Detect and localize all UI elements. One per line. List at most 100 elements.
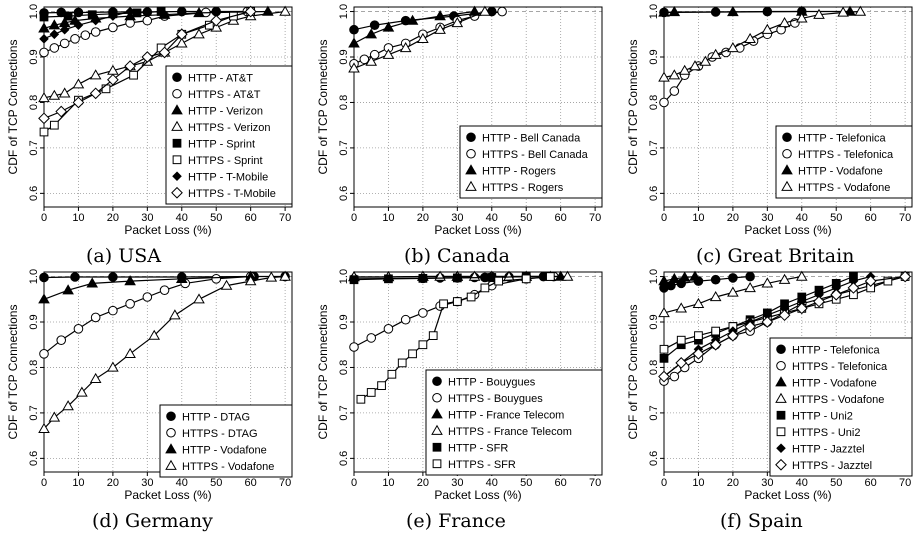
data-point	[141, 51, 154, 63]
data-point	[659, 353, 669, 363]
legend-entry: HTTP - Jazztel	[792, 443, 865, 455]
data-point	[761, 316, 774, 328]
y-tick-label: 1.0	[338, 269, 350, 284]
legend-entry: HTTPS - Bouygues	[448, 393, 543, 405]
data-point	[132, 8, 142, 18]
chart-panel-1: 0 10 20 30 40 50 60 70 0.6 0.7 0.8 0.9 1.0 Packet Los…	[316, 4, 603, 237]
legend-marker	[171, 104, 183, 115]
x-tick-label: 20	[107, 212, 119, 224]
legend-entry: HTTPS - T-Mobile	[188, 188, 276, 200]
x-tick-label: 10	[72, 212, 84, 224]
x-tick-label: 10	[382, 212, 394, 224]
data-point	[452, 297, 462, 306]
data-point	[694, 331, 703, 341]
data-point	[658, 275, 670, 286]
legend-entry: HTTP - Rogers	[482, 165, 556, 177]
x-tick-label: 70	[589, 477, 601, 489]
data-point	[658, 6, 670, 17]
legend-box	[165, 65, 293, 205]
data-point	[142, 15, 153, 26]
data-point	[90, 312, 101, 323]
data-point	[366, 388, 376, 397]
x-tick-label: 30	[141, 477, 153, 489]
data-point	[80, 30, 91, 40]
data-point	[428, 331, 438, 341]
legend-entry: HTTPS - Uni2	[792, 427, 860, 439]
data-point	[348, 62, 360, 73]
data-point	[668, 69, 681, 80]
legend-marker	[781, 180, 793, 191]
legend-entry: HTTPS - SFR	[448, 459, 516, 471]
data-point	[689, 270, 701, 281]
x-tick-label: 70	[279, 477, 291, 489]
x-tick-label: 40	[486, 477, 498, 489]
data-point	[108, 305, 118, 316]
data-point	[709, 291, 722, 302]
x-tick-label: 10	[692, 477, 704, 489]
legend-entry: HTTP - AT&T	[188, 72, 253, 84]
y-tick-label: 0.7	[338, 405, 350, 420]
data-point	[244, 5, 257, 18]
y-tick-label: 0.9	[648, 314, 660, 329]
y-tick-label: 0.6	[28, 451, 40, 466]
data-point	[89, 69, 102, 80]
x-tick-label: 30	[451, 477, 463, 489]
x-tick-label: 50	[520, 212, 532, 224]
legend-entry: HTTP - SFR	[448, 442, 508, 454]
data-point	[417, 32, 429, 43]
data-point	[38, 422, 50, 433]
data-point	[545, 272, 555, 281]
data-point	[72, 96, 85, 109]
data-point	[49, 29, 60, 40]
data-point	[38, 22, 50, 33]
data-point	[689, 60, 701, 71]
y-tick-label: 0.7	[648, 140, 660, 155]
data-point	[778, 273, 791, 284]
legend-marker	[432, 392, 442, 403]
y-tick-label: 1.0	[28, 4, 40, 19]
y-tick-label: 1.0	[338, 4, 350, 19]
data-point	[39, 272, 49, 283]
data-point	[658, 71, 670, 82]
data-point	[778, 309, 791, 322]
legend: HTTP - Bouygues HTTPS - Bouygues HTTP - Fr…	[425, 369, 603, 476]
data-point	[669, 86, 680, 96]
data-point	[265, 271, 278, 282]
legend-entry: HTTPS - Verizon	[188, 122, 271, 134]
data-point	[728, 273, 738, 283]
data-point	[73, 7, 84, 18]
x-axis-label: Packet Loss (%)	[124, 488, 211, 502]
legend-marker	[776, 443, 786, 454]
data-point	[124, 60, 136, 72]
legend-entry: HTTP - Telefonica	[798, 132, 887, 144]
legend-entry: HTTP - Sprint	[188, 138, 255, 150]
data-point	[356, 394, 366, 404]
data-point	[709, 338, 722, 351]
data-point	[210, 21, 223, 32]
data-point	[675, 357, 688, 369]
legend-marker	[432, 376, 442, 387]
legend-marker	[432, 459, 442, 469]
legend-entry: HTTPS - Telefonica	[792, 361, 888, 373]
data-point	[451, 16, 464, 28]
data-point	[39, 127, 49, 137]
legend-entry: HTTPS - Rogers	[482, 182, 564, 194]
legend-marker	[172, 155, 182, 165]
data-point	[397, 358, 407, 368]
data-point	[383, 324, 394, 334]
data-point	[669, 371, 680, 382]
legend-entry: HTTPS - Vodafone	[182, 461, 274, 473]
data-point	[837, 6, 849, 17]
data-point	[125, 6, 135, 17]
legend-marker	[781, 164, 793, 175]
data-point	[744, 320, 756, 333]
data-point	[813, 295, 825, 308]
data-point	[193, 293, 205, 304]
data-point	[73, 324, 84, 334]
data-point	[129, 70, 138, 80]
y-tick-label: 0.8	[338, 95, 350, 110]
data-point	[813, 8, 825, 19]
legend-marker	[776, 344, 786, 355]
y-tick-label: 0.6	[648, 186, 660, 201]
legend-entry: HTTPS - Jazztel	[792, 460, 872, 472]
